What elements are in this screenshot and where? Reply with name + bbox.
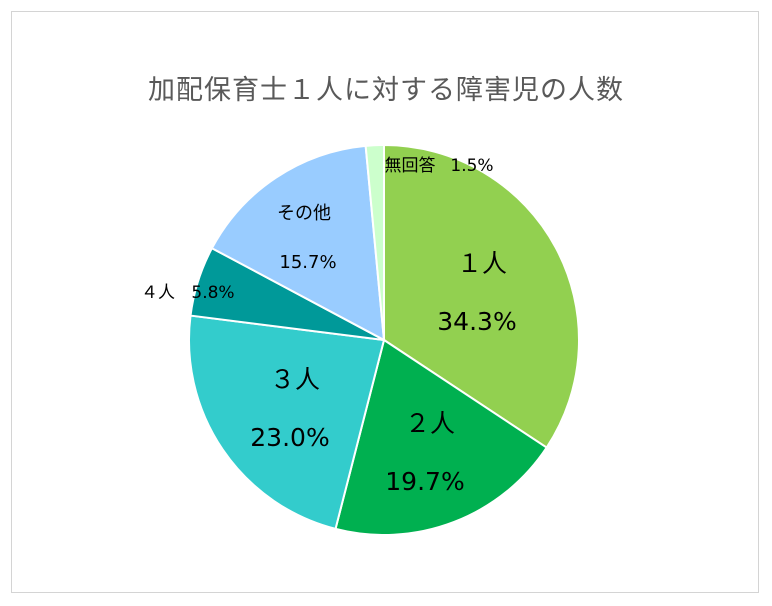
slice-label-2: ２人 — [405, 409, 455, 438]
slice-value-3: 23.0% — [250, 423, 329, 452]
slice-value-6: 1.5% — [450, 156, 493, 176]
pie-slice-2 — [334, 338, 549, 536]
slice-label-3: ３人 — [270, 365, 320, 394]
slice-value-4: 5.8% — [191, 283, 234, 303]
slice-label-6: 無回答 — [385, 156, 436, 176]
slice-value-2: 19.7% — [385, 467, 464, 496]
slice-label-5: その他 — [277, 203, 331, 224]
pie-slice-6 — [364, 143, 385, 341]
pie-slice-5 — [210, 144, 386, 342]
slice-value-5: 15.7% — [279, 252, 336, 273]
slice-value-1: 34.3% — [437, 307, 516, 336]
pie-slice-3 — [188, 314, 386, 531]
chart-title: 加配保育士１人に対する障害児の人数 — [148, 75, 624, 106]
slice-label-4: ４人 — [141, 283, 175, 303]
slice-label-1: １人 — [457, 249, 507, 278]
